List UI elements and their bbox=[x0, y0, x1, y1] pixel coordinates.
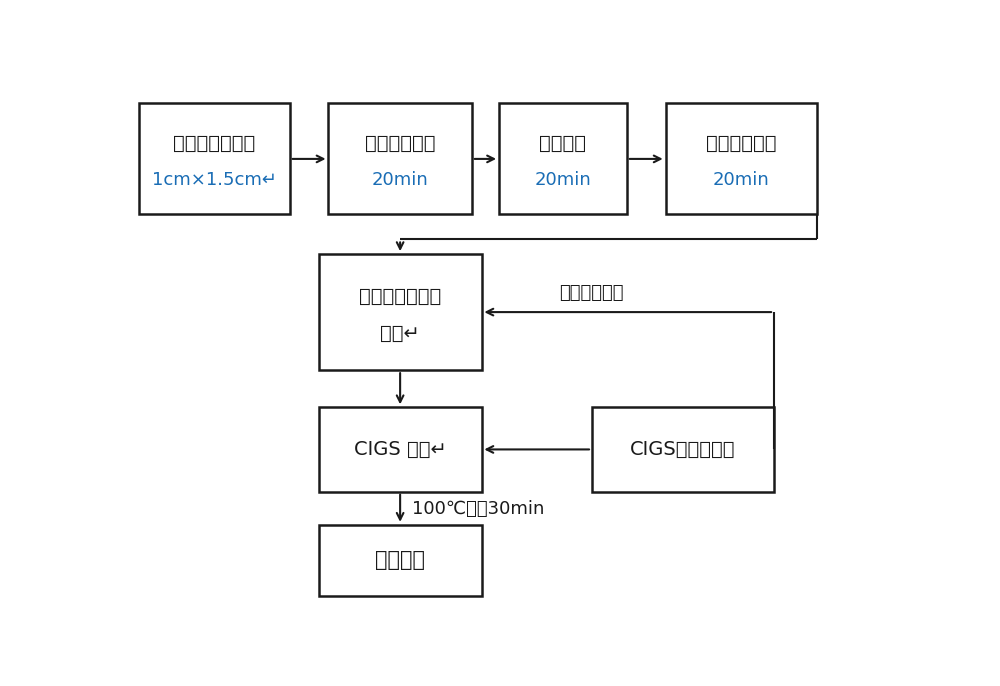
Text: 浸渍提拉涂膜: 浸渍提拉涂膜 bbox=[559, 283, 624, 302]
Text: 乙醇清洗: 乙醇清洗 bbox=[539, 134, 586, 152]
Text: 洁净的苏打玻璃: 洁净的苏打玻璃 bbox=[359, 287, 441, 306]
Bar bbox=[328, 104, 472, 215]
Bar bbox=[666, 104, 817, 215]
Text: 20min: 20min bbox=[534, 171, 591, 189]
Text: 1cm×1.5cm↵: 1cm×1.5cm↵ bbox=[152, 171, 277, 189]
Text: 切堤苏打玻璃成: 切堤苏打玻璃成 bbox=[173, 134, 255, 152]
Text: 基板↵: 基板↵ bbox=[380, 324, 420, 343]
Text: 丙酮超声清洗: 丙酮超声清洗 bbox=[365, 134, 435, 152]
Text: 去离子水清洗: 去离子水清洗 bbox=[706, 134, 776, 152]
Bar bbox=[499, 104, 627, 215]
Text: 100℃干燥30min: 100℃干燥30min bbox=[412, 499, 544, 518]
Text: CIGS纳米晶墨水: CIGS纳米晶墨水 bbox=[630, 440, 736, 459]
Bar bbox=[139, 104, 290, 215]
Bar bbox=[319, 407, 482, 492]
Bar bbox=[319, 525, 482, 596]
Text: CIGS 湿膜↵: CIGS 湿膜↵ bbox=[354, 440, 447, 459]
Text: 20min: 20min bbox=[713, 171, 770, 189]
Bar bbox=[592, 407, 774, 492]
Text: 涂膜基板: 涂膜基板 bbox=[375, 550, 425, 570]
Bar bbox=[319, 254, 482, 370]
Text: 20min: 20min bbox=[372, 171, 428, 189]
